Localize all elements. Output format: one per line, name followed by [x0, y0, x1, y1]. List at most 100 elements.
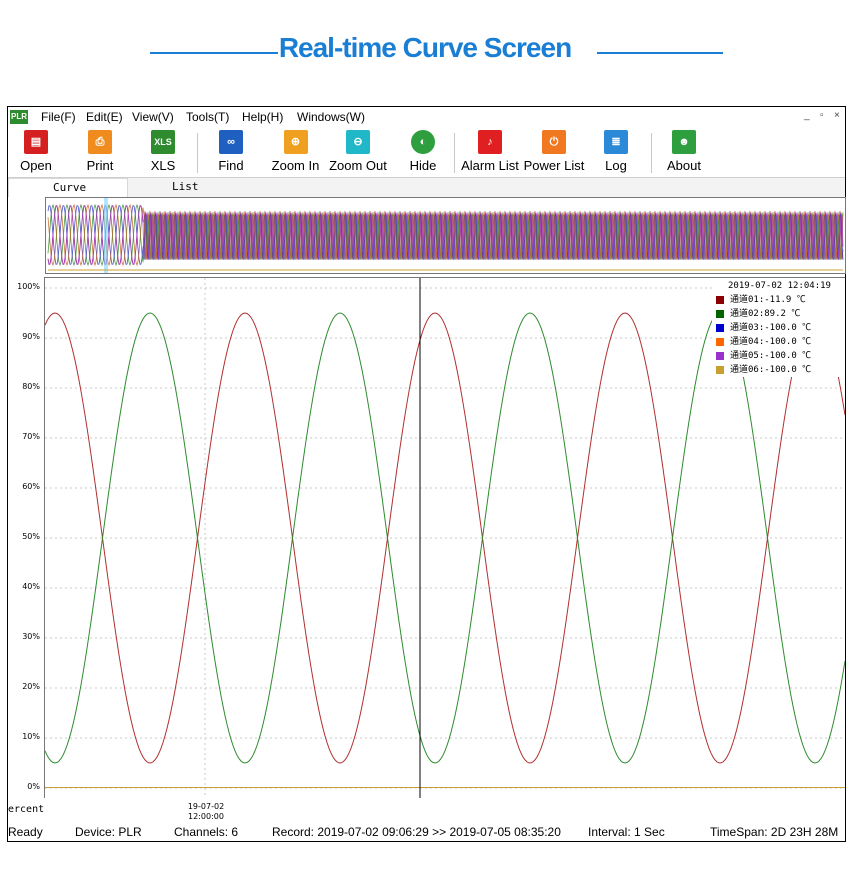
status-ready: Ready [8, 825, 43, 839]
overview-series [47, 204, 844, 266]
overview-series [47, 203, 844, 267]
tab-curve[interactable]: Curve [8, 178, 128, 197]
legend-row: 通道05:-100.0 ℃ [716, 350, 811, 363]
chart-canvas [44, 278, 846, 798]
zoom-out-button[interactable]: ⊖ Zoom Out [328, 130, 388, 176]
toolbar-separator [197, 133, 198, 173]
legend-swatch [716, 365, 724, 374]
minimize-button[interactable]: _ [804, 110, 810, 121]
chart-legend: 2019-07-02 12:04:19 通道01:-11.9 ℃ 通道02:89.… [712, 279, 844, 377]
log-icon: ≣ [604, 130, 628, 154]
find-label: Find [218, 158, 244, 173]
xls-button[interactable]: XLS XLS [143, 130, 183, 176]
alarm-list-button[interactable]: ♪ Alarm List [460, 130, 520, 176]
about-label: About [667, 158, 701, 173]
xls-label: XLS [150, 158, 176, 173]
y-tick-label: 60% [22, 482, 40, 491]
menu-edit[interactable]: Edit(E) [86, 110, 123, 124]
overview-series [47, 205, 844, 265]
x-tick-time: 12:00:00 [188, 812, 224, 821]
about-button[interactable]: ☻ About [664, 130, 704, 176]
overview-waveform [47, 198, 844, 273]
y-tick-label: 40% [22, 582, 40, 591]
zoom-out-icon: ⊖ [346, 130, 370, 154]
open-file-icon: ▤ [24, 130, 48, 154]
legend-label: 通道01:-11.9 ℃ [730, 295, 806, 305]
log-label: Log [605, 158, 627, 173]
restore-button[interactable]: ▫ [820, 110, 824, 121]
overview-window-handle [104, 198, 108, 273]
series-channel-02 [44, 312, 846, 764]
status-timespan: TimeSpan: 2D 23H 28M [710, 825, 839, 839]
zoom-in-button[interactable]: ⊕ Zoom In [268, 130, 323, 176]
log-button[interactable]: ≣ Log [596, 130, 636, 176]
y-tick-label: 30% [22, 632, 40, 641]
menu-file[interactable]: File(F) [41, 110, 76, 124]
overview-navigator[interactable] [45, 197, 846, 274]
menu-windows[interactable]: Windows(W) [297, 110, 365, 124]
status-channels: Channels: 6 [174, 825, 239, 839]
y-tick-label: 0% [27, 782, 40, 791]
user-icon: ☻ [672, 130, 696, 154]
y-axis-unit-label: ercent [8, 804, 45, 815]
banner-line-left [150, 52, 278, 54]
x-tick-date: 19-07-02 [187, 802, 225, 811]
power-list-label: Power List [523, 158, 585, 173]
menu-tools[interactable]: Tools(T) [186, 110, 230, 124]
legend-swatch [716, 337, 724, 346]
banner-title: Real-time Curve Screen [278, 32, 572, 63]
printer-icon: ⎙ [88, 130, 112, 154]
app-logo: PLR [10, 110, 28, 124]
toolbar-separator [454, 133, 455, 173]
hide-label: Hide [409, 158, 437, 173]
hide-button[interactable]: ◐ Hide [403, 130, 443, 176]
xls-icon: XLS [151, 130, 175, 154]
y-tick-label: 10% [22, 732, 40, 741]
zoom-in-label: Zoom In [271, 158, 320, 173]
legend-swatch [716, 351, 724, 360]
app-window: PLR File(F) Edit(E) View(V) Tools(T) Hel… [7, 106, 846, 842]
status-record: Record: 2019-07-02 09:06:29 >> 2019-07-0… [272, 825, 561, 839]
alarm-bell-icon: ♪ [478, 130, 502, 154]
legend-row: 通道03:-100.0 ℃ [716, 322, 811, 335]
power-icon: ⏻ [542, 130, 566, 154]
zoom-in-icon: ⊕ [283, 130, 308, 154]
y-tick-label: 100% [17, 282, 40, 291]
close-button[interactable]: × [834, 110, 840, 121]
y-tick-label: 20% [22, 682, 40, 691]
legend-label: 通道03:-100.0 ℃ [730, 323, 812, 333]
legend-swatch [716, 323, 724, 332]
y-tick-label: 70% [22, 432, 40, 441]
print-button[interactable]: ⎙ Print [80, 130, 120, 176]
chart-plot-area[interactable] [44, 277, 846, 798]
open-label: Open [20, 158, 52, 173]
legend-label: 通道02:89.2 ℃ [730, 309, 801, 319]
menu-help[interactable]: Help(H) [242, 110, 284, 124]
alarm-list-label: Alarm List [461, 158, 519, 173]
y-tick-label: 90% [22, 332, 40, 341]
banner-line-right [597, 52, 723, 54]
binoculars-icon: ∞ [219, 130, 243, 154]
find-button[interactable]: ∞ Find [211, 130, 251, 176]
view-tabs: Curve List [8, 178, 845, 197]
y-tick-label: 80% [22, 382, 40, 391]
legend-swatch [716, 309, 724, 318]
power-list-button[interactable]: ⏻ Power List [523, 130, 585, 176]
legend-swatch [716, 295, 724, 304]
legend-row: 通道04:-100.0 ℃ [716, 336, 811, 349]
series-channel-01 [44, 312, 846, 764]
print-label: Print [86, 158, 114, 173]
legend-timestamp: 2019-07-02 12:04:19 [728, 281, 831, 291]
open-button[interactable]: ▤ Open [16, 130, 56, 176]
toolbar-separator [651, 133, 652, 173]
menu-view[interactable]: View(V) [132, 110, 174, 124]
zoom-out-label: Zoom Out [329, 158, 387, 173]
status-bar: Ready Device: PLR Channels: 6 Record: 20… [8, 824, 845, 841]
legend-row: 通道01:-11.9 ℃ [716, 294, 806, 307]
status-interval: Interval: 1 Sec [588, 825, 665, 839]
legend-row: 通道06:-100.0 ℃ [716, 364, 811, 377]
hide-icon: ◐ [411, 130, 435, 154]
toolbar: ▤ Open ⎙ Print XLS XLS ∞ Find ⊕ Zoom In … [8, 127, 845, 178]
tab-list[interactable]: List [172, 180, 199, 193]
y-tick-label: 50% [22, 532, 40, 541]
